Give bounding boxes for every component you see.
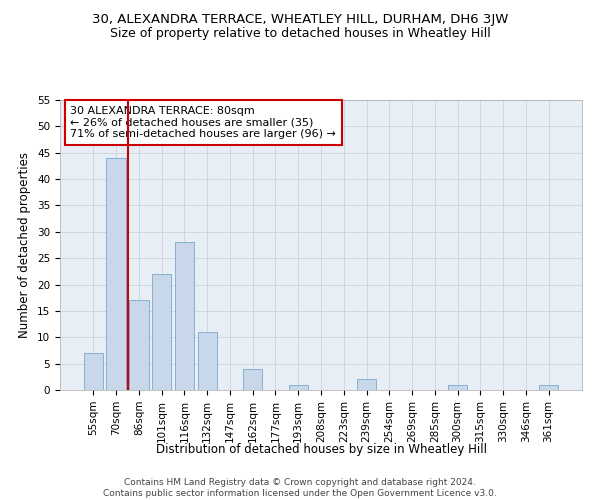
Bar xyxy=(289,384,308,390)
Bar xyxy=(84,353,103,390)
Text: Distribution of detached houses by size in Wheatley Hill: Distribution of detached houses by size … xyxy=(155,442,487,456)
Bar xyxy=(197,332,217,390)
Bar xyxy=(448,384,467,390)
Bar xyxy=(175,242,194,390)
Bar xyxy=(106,158,126,390)
Text: Size of property relative to detached houses in Wheatley Hill: Size of property relative to detached ho… xyxy=(110,28,490,40)
Bar xyxy=(539,384,558,390)
Text: 30 ALEXANDRA TERRACE: 80sqm
← 26% of detached houses are smaller (35)
71% of sem: 30 ALEXANDRA TERRACE: 80sqm ← 26% of det… xyxy=(70,106,337,139)
Text: 30, ALEXANDRA TERRACE, WHEATLEY HILL, DURHAM, DH6 3JW: 30, ALEXANDRA TERRACE, WHEATLEY HILL, DU… xyxy=(92,12,508,26)
Y-axis label: Number of detached properties: Number of detached properties xyxy=(19,152,31,338)
Bar xyxy=(243,369,262,390)
Bar xyxy=(129,300,149,390)
Bar xyxy=(357,380,376,390)
Text: Contains HM Land Registry data © Crown copyright and database right 2024.
Contai: Contains HM Land Registry data © Crown c… xyxy=(103,478,497,498)
Bar xyxy=(152,274,172,390)
